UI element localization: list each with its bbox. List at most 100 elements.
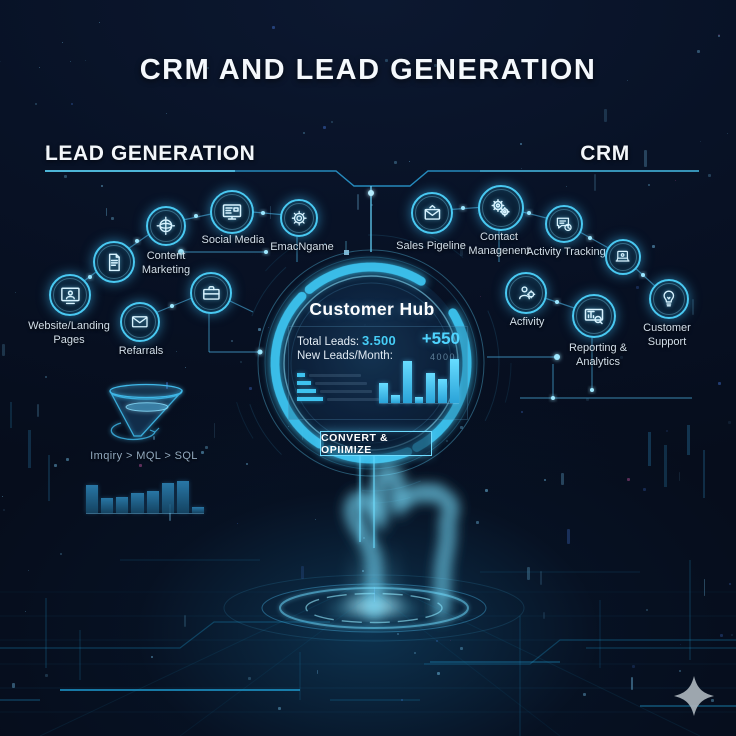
lead-funnel	[109, 383, 183, 441]
dust-particle	[521, 411, 523, 413]
node-content-document[interactable]	[93, 241, 135, 283]
sparkle-star-icon	[674, 676, 714, 716]
dust-particle	[153, 436, 155, 440]
dust-particle	[679, 670, 681, 672]
dust-particle	[258, 328, 261, 331]
node-social-media[interactable]	[210, 190, 254, 234]
dust-particle	[728, 421, 731, 424]
node-sales-pipeline[interactable]	[411, 192, 453, 234]
browser-user-icon	[60, 287, 80, 304]
dust-particle	[718, 34, 720, 36]
convert-optimize-button[interactable]: CONVERT & OPIIMIZE	[320, 431, 432, 456]
node-activity[interactable]	[505, 272, 547, 314]
hub-row-ghost-text	[309, 373, 361, 377]
document-icon	[108, 253, 120, 271]
dust-particle	[357, 194, 359, 210]
dust-particle	[240, 361, 242, 363]
gears-icon	[491, 199, 511, 218]
dust-particle	[39, 67, 40, 68]
label-referrals: Refarrals	[118, 345, 164, 357]
dust-particle	[25, 611, 26, 612]
hub-bar	[414, 397, 424, 403]
dust-particle	[446, 440, 448, 442]
dust-particle	[12, 683, 15, 688]
dust-particle	[2, 496, 3, 497]
dust-particle	[176, 351, 177, 352]
lead-generation-heading: LEAD GENERATION	[45, 142, 256, 165]
node-reporting-analytics[interactable]	[572, 294, 616, 338]
dust-particle	[394, 161, 397, 164]
dust-particle	[323, 126, 326, 129]
dust-particle	[632, 665, 635, 668]
dust-particle	[437, 672, 440, 675]
dust-particle	[604, 109, 607, 122]
dust-particle	[101, 185, 103, 187]
node-referrals[interactable]	[120, 302, 160, 342]
dust-particle	[0, 61, 1, 62]
dust-particle	[205, 446, 208, 449]
dust-particle	[106, 208, 107, 216]
crm-heading: CRM	[580, 142, 630, 165]
dust-particle	[679, 472, 680, 481]
dust-particle	[397, 633, 399, 635]
dust-particle	[111, 217, 114, 220]
hub-drop-line	[344, 186, 374, 255]
dust-particle	[436, 640, 438, 642]
node-email-marketing[interactable]	[280, 199, 318, 237]
dust-particle	[303, 132, 305, 134]
dust-particle	[301, 566, 304, 579]
dust-particle	[45, 376, 47, 378]
hub-bar	[450, 359, 460, 403]
dust-particle	[62, 42, 63, 43]
dust-particle	[246, 463, 248, 465]
hologram-hand	[352, 467, 451, 618]
dashboard-icon	[584, 308, 604, 325]
dust-particle	[476, 521, 479, 524]
dust-particle	[139, 464, 142, 467]
dust-particle	[561, 473, 564, 485]
customer-hub-title: Customer Hub	[309, 299, 435, 319]
dust-particle	[540, 571, 542, 585]
leads-delta-value: +550	[421, 329, 460, 348]
node-contact-management[interactable]	[478, 185, 524, 231]
label-website-landing-pages: Website/Landing Pages	[28, 320, 110, 346]
dust-particle	[631, 677, 633, 690]
dust-particle	[37, 404, 39, 417]
dust-particle	[70, 61, 71, 62]
dust-particle	[184, 615, 186, 627]
dust-particle	[566, 186, 567, 187]
dust-particle	[207, 67, 209, 69]
dust-particle	[520, 143, 522, 145]
dust-particle	[35, 103, 37, 105]
node-website-landing-pages[interactable]	[49, 274, 91, 316]
bulb-icon	[663, 290, 675, 307]
hub-bar-chart	[379, 355, 460, 404]
dust-particle	[60, 553, 62, 555]
dust-particle	[317, 670, 318, 674]
hub-horizontal-bars	[297, 373, 379, 405]
dust-particle	[727, 133, 728, 134]
hub-row-ghost-text	[327, 397, 379, 401]
dust-particle	[268, 327, 269, 328]
node-activity-tracking[interactable]	[545, 205, 583, 243]
hub-row-bar	[297, 373, 305, 377]
node-briefcase-node[interactable]	[190, 272, 232, 314]
label-activity: Acfivity	[509, 316, 545, 328]
dust-particle	[700, 141, 701, 142]
funnel-chart-bar	[86, 485, 99, 513]
dust-particle	[85, 60, 86, 61]
dust-particle	[371, 204, 373, 206]
node-laptop-node[interactable]	[605, 239, 641, 275]
dust-particle	[414, 652, 416, 654]
dust-particle	[729, 583, 731, 585]
dust-particle	[45, 674, 48, 677]
hub-bar	[426, 373, 436, 403]
label-content-marketing: Content Marketing	[141, 250, 191, 276]
label-social-media: Social Media	[201, 234, 265, 246]
node-customer-support[interactable]	[649, 279, 689, 319]
dust-particle	[214, 423, 215, 438]
hub-row-bar	[297, 389, 316, 393]
node-content-marketing[interactable]	[146, 206, 186, 246]
new-leads-label: New Leads/Month:	[297, 350, 393, 362]
